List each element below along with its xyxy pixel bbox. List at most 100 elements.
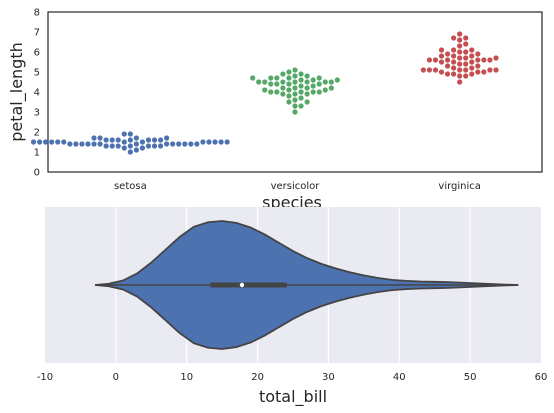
swarm-point-versicolor xyxy=(304,73,310,79)
swarm-point-versicolor xyxy=(286,75,292,81)
swarm-point-versicolor xyxy=(304,91,310,97)
swarm-point-setosa xyxy=(121,131,127,137)
swarm-point-virginica xyxy=(457,55,463,61)
swarm-point-versicolor xyxy=(316,75,322,81)
violin-x-axis-label: total_bill xyxy=(259,387,327,407)
swarm-point-versicolor xyxy=(274,89,280,95)
swarm-point-setosa xyxy=(151,143,158,149)
swarm-point-virginica xyxy=(451,71,457,77)
swarm-point-versicolor xyxy=(292,67,298,73)
swarm-point-versicolor xyxy=(280,85,286,91)
swarm-point-versicolor xyxy=(268,89,274,95)
swarm-point-setosa xyxy=(139,145,146,151)
swarm-x-axis-ticks: setosa versicolor virginica xyxy=(114,181,481,192)
swarm-point-virginica xyxy=(469,71,475,77)
swarm-point-setosa xyxy=(127,137,133,143)
swarm-point-setosa xyxy=(115,137,121,143)
swarm-point-virginica xyxy=(457,79,463,85)
swarm-point-versicolor xyxy=(310,83,316,89)
swarm-y-tick-label: 6 xyxy=(34,48,40,59)
swarm-point-setosa xyxy=(127,149,133,155)
swarm-point-setosa xyxy=(79,141,85,147)
violin-x-tick-label: 30 xyxy=(322,372,335,383)
swarm-x-tick-label: versicolor xyxy=(271,181,321,192)
swarm-point-setosa xyxy=(30,139,37,145)
swarm-point-versicolor xyxy=(280,79,286,85)
swarm-point-setosa xyxy=(133,135,139,141)
swarm-point-versicolor xyxy=(292,73,298,79)
swarm-point-setosa xyxy=(97,135,103,141)
violin-x-tick-label: 10 xyxy=(180,372,193,383)
swarm-point-versicolor xyxy=(292,91,298,97)
swarm-y-tick-label: 3 xyxy=(34,108,40,119)
swarm-point-virginica xyxy=(451,47,457,53)
swarm-y-tick-label: 0 xyxy=(34,168,40,179)
swarm-point-virginica xyxy=(432,57,439,63)
swarm-point-versicolor xyxy=(322,87,328,93)
swarm-point-setosa xyxy=(133,141,139,147)
swarm-point-virginica xyxy=(463,55,469,61)
swarm-point-virginica xyxy=(438,59,445,65)
swarm-point-virginica xyxy=(469,47,475,53)
swarm-point-versicolor xyxy=(274,81,280,87)
swarm-y-tick-label: 2 xyxy=(34,128,40,139)
swarm-point-virginica xyxy=(457,31,463,37)
swarm-point-versicolor xyxy=(292,109,298,115)
swarm-point-versicolor xyxy=(262,79,268,85)
violin-x-tick-label: 40 xyxy=(393,372,406,383)
swarm-point-setosa xyxy=(145,143,152,149)
swarm-point-versicolor xyxy=(286,99,292,105)
swarm-y-axis-label: petal_length xyxy=(7,42,27,142)
swarm-point-setosa xyxy=(91,141,97,147)
swarm-point-versicolor xyxy=(298,89,304,95)
swarm-point-setosa xyxy=(145,137,152,143)
swarm-point-virginica xyxy=(444,51,451,57)
swarm-point-versicolor xyxy=(268,81,274,87)
swarm-point-setosa xyxy=(139,139,146,145)
swarm-point-virginica xyxy=(457,37,463,43)
swarm-point-setosa xyxy=(61,139,67,145)
swarm-point-virginica xyxy=(463,61,469,67)
swarm-point-setosa xyxy=(157,137,164,143)
swarm-point-setosa xyxy=(36,139,43,145)
swarm-point-setosa xyxy=(194,141,200,147)
swarm-point-setosa xyxy=(97,141,103,147)
swarm-point-virginica xyxy=(451,59,457,65)
swarm-point-virginica xyxy=(438,47,445,53)
swarm-point-setosa xyxy=(67,141,73,147)
swarm-point-virginica xyxy=(457,61,463,67)
swarm-y-tick-label: 8 xyxy=(34,8,40,19)
swarm-point-virginica xyxy=(469,65,475,71)
violin-x-tick-label: -10 xyxy=(37,372,53,383)
violin-plot: -10 0 10 20 30 40 50 60 total_bill xyxy=(37,207,548,407)
violin-median xyxy=(239,282,245,288)
swarm-point-setosa xyxy=(109,143,115,149)
swarm-point-versicolor xyxy=(286,93,292,99)
swarm-point-setosa xyxy=(109,137,115,143)
swarm-point-setosa xyxy=(170,141,176,147)
swarm-point-setosa xyxy=(224,139,230,145)
swarm-x-tick-label: setosa xyxy=(114,181,147,192)
swarm-point-virginica xyxy=(487,57,493,63)
swarm-point-versicolor xyxy=(292,79,298,85)
swarm-point-virginica xyxy=(457,49,463,55)
swarm-point-virginica xyxy=(463,49,469,55)
swarm-point-virginica xyxy=(444,63,451,69)
swarm-point-virginica xyxy=(493,55,499,61)
swarm-point-versicolor xyxy=(268,75,274,81)
swarm-point-setosa xyxy=(151,137,158,143)
swarm-point-virginica xyxy=(426,57,433,63)
swarm-point-setosa xyxy=(218,139,224,145)
swarm-point-setosa xyxy=(164,141,170,147)
swarm-y-tick-label: 7 xyxy=(34,28,40,39)
swarm-point-virginica xyxy=(451,35,457,41)
swarm-point-virginica xyxy=(493,67,499,73)
swarm-point-virginica xyxy=(451,65,457,71)
swarm-point-setosa xyxy=(121,139,127,145)
swarm-point-setosa xyxy=(176,141,182,147)
swarm-point-virginica xyxy=(457,43,463,49)
violin-x-tick-label: 60 xyxy=(535,372,548,383)
swarm-point-versicolor xyxy=(316,89,322,95)
swarm-point-versicolor xyxy=(328,85,334,91)
swarm-point-versicolor xyxy=(280,91,286,97)
